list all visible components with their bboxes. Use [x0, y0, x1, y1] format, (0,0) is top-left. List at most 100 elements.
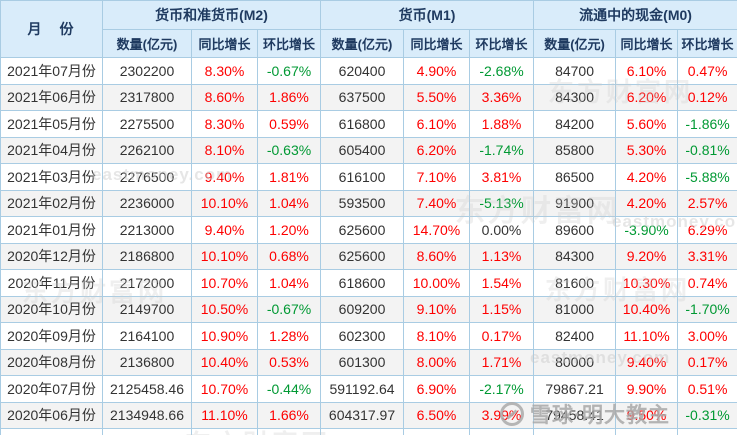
m0-quantity-cell: 89600: [533, 216, 617, 244]
m0-mom-cell: -1.86%: [677, 110, 737, 138]
m2-mom-cell: 0.53%: [256, 348, 322, 376]
m2-mom-cell: -0.67%: [256, 57, 322, 85]
m2-yoy-cell: 9.40%: [191, 163, 258, 191]
m0-mom-cell: 0.12%: [677, 83, 737, 111]
m1-yoy-cell: 7.40%: [403, 189, 471, 217]
m0-yoy-cell: 9.20%: [615, 242, 679, 270]
m1-quantity-cell: 591192.64: [320, 375, 405, 403]
m2-mom-cell: -0.44%: [256, 375, 322, 403]
m0-mom-cell: 0.74%: [677, 269, 737, 297]
m0-yoy-cell: 4.20%: [615, 163, 679, 191]
m2-quantity-cell: 2275500: [102, 110, 192, 138]
month-column-header: 月 份: [0, 0, 103, 58]
m2-mom-cell: 0.68%: [256, 242, 322, 270]
m1-yoy-cell: 14.70%: [403, 216, 471, 244]
m1-yoy-cell: 6.10%: [403, 110, 471, 138]
m1-mom-cell: 1.71%: [469, 348, 535, 376]
m1-quantity-cell: 593500: [320, 189, 405, 217]
m2-yoy-cell: 8.30%: [191, 110, 258, 138]
m0-quantity-cell: 81600: [533, 269, 617, 297]
m1-quantity-cell: 604317.97: [320, 401, 405, 429]
m2-yoy-cell: 11.10%: [191, 401, 258, 429]
m1-mom-cell: 0.17%: [469, 322, 535, 350]
m2-quantity-cell: 2276500: [102, 163, 192, 191]
table-row: 2021年07月份 2302200 8.30% -0.67% 620400 4.90% -2…: [0, 57, 737, 85]
table-row: 2021年06月份 2317800 8.60% 1.86% 637500 5.50% 3.3…: [0, 83, 737, 111]
table-row: 2021年05月份 2275500 8.30% 0.59% 616800 6.10% 1.8…: [0, 110, 737, 138]
m0-mom-cell: 6.29%: [677, 216, 737, 244]
m0-mom-cell: -1.70%: [677, 295, 737, 323]
table-row: 2021年03月份 2276500 9.40% 1.81% 616100 7.10% 3.8…: [0, 163, 737, 191]
m0-yoy-cell: 9.90%: [615, 375, 679, 403]
m2-yoy-cell: 8.10%: [191, 136, 258, 164]
m0-yoy-cell: 11.10%: [615, 322, 679, 350]
m0-quantity-cell: 86500: [533, 163, 617, 191]
table-row: 2020年12月份 2186800 10.10% 0.68% 625600 8.60% 1.…: [0, 242, 737, 270]
m1-yoy-header: 同比增长: [403, 29, 471, 58]
m1-mom-cell: 3.81%: [469, 163, 535, 191]
table-row: 2020年08月份 2136800 10.40% 0.53% 601300 8.00% 1.…: [0, 348, 737, 376]
m1-quantity-cell: 625600: [320, 242, 405, 270]
m2-quantity-cell: 2186800: [102, 242, 192, 270]
m1-group-header: 货币(M1): [320, 0, 535, 30]
m1-quantity-cell: 601300: [320, 348, 405, 376]
m0-yoy-cell: -3.90%: [615, 216, 679, 244]
m2-mom-cell: -0.67%: [256, 295, 322, 323]
table-body: 2021年07月份 2302200 8.30% -0.67% 620400 4.90% -2…: [0, 57, 737, 435]
m1-mom-cell: -5.13%: [469, 189, 535, 217]
m0-quantity-cell: 80000: [533, 348, 617, 376]
m1-quantity-cell: 625600: [320, 216, 405, 244]
m1-mom-cell: 3.99%: [469, 401, 535, 429]
m0-yoy-cell: 5.60%: [615, 110, 679, 138]
m0-quantity-cell: 85800: [533, 136, 617, 164]
month-cell: 2020年10月份: [0, 295, 103, 323]
m0-quantity-header: 数量(亿元): [533, 29, 617, 58]
m2-mom-cell: 1.20%: [256, 216, 322, 244]
m0-quantity-cell: 79867.21: [533, 375, 617, 403]
m1-quantity-cell: 620400: [320, 57, 405, 85]
m2-mom-cell: 0.59%: [256, 110, 322, 138]
m0-mom-cell: -0.31%: [677, 401, 737, 429]
m2-quantity-cell: 2125458.46: [102, 375, 192, 403]
month-cell: 2020年09月份: [0, 322, 103, 350]
m1-mom-cell: 1.54%: [469, 269, 535, 297]
m2-quantity-cell: 2262100: [102, 136, 192, 164]
m1-quantity-header: 数量(亿元): [320, 29, 405, 58]
m2-mom-cell: 1.28%: [256, 322, 322, 350]
m2-mom-cell: -0.63%: [256, 136, 322, 164]
m1-yoy-cell: 6.20%: [403, 136, 471, 164]
month-cell: 2020年06月份: [0, 401, 103, 429]
m1-yoy-cell: 5.50%: [403, 83, 471, 111]
m0-mom-cell: 0.17%: [677, 348, 737, 376]
month-cell: 2020年11月份: [0, 269, 103, 297]
m0-yoy-header: 同比增长: [615, 29, 679, 58]
m2-quantity-cell: 2302200: [102, 57, 192, 85]
month-cell: 2021年01月份: [0, 216, 103, 244]
table-row: 2021年01月份 2213000 9.40% 1.20% 625600 14.70% 0.…: [0, 216, 737, 244]
m2-quantity-cell: 2236000: [102, 189, 192, 217]
clipped-row: [0, 428, 737, 435]
m2-yoy-cell: 8.30%: [191, 57, 258, 85]
m2-quantity-cell: 2317800: [102, 83, 192, 111]
m1-mom-cell: 1.13%: [469, 242, 535, 270]
m0-quantity-cell: 84300: [533, 242, 617, 270]
table-row: 2020年07月份 2125458.46 10.70% -0.44% 591192.64…: [0, 375, 737, 403]
m0-yoy-cell: 10.30%: [615, 269, 679, 297]
m1-mom-cell: -2.17%: [469, 375, 535, 403]
m2-mom-cell: 1.81%: [256, 163, 322, 191]
month-cell: 2021年06月份: [0, 83, 103, 111]
m2-mom-cell: 1.04%: [256, 189, 322, 217]
m2-yoy-cell: 10.50%: [191, 295, 258, 323]
table-row: 2021年04月份 2262100 8.10% -0.63% 605400 6.20% -1…: [0, 136, 737, 164]
m1-quantity-cell: 609200: [320, 295, 405, 323]
m0-yoy-cell: 9.40%: [615, 348, 679, 376]
m2-yoy-header: 同比增长: [191, 29, 258, 58]
m1-yoy-cell: 8.60%: [403, 242, 471, 270]
m1-mom-cell: -1.74%: [469, 136, 535, 164]
month-cell: 2020年12月份: [0, 242, 103, 270]
m0-yoy-cell: 9.50%: [615, 401, 679, 429]
m2-yoy-cell: 10.90%: [191, 322, 258, 350]
table-row: 2020年10月份 2149700 10.50% -0.67% 609200 9.10% 1…: [0, 295, 737, 323]
